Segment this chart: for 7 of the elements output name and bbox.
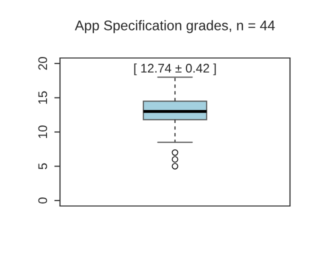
y-tick-label: 20 <box>38 57 48 70</box>
y-tick-label: 5 <box>38 163 48 170</box>
annotation: [ 12.74 ± 0.42 ] <box>134 63 216 76</box>
chart-title: App Specification grades, n = 44 <box>74 20 275 34</box>
y-tick-label: 10 <box>38 126 48 138</box>
y-tick-label: 15 <box>38 91 48 104</box>
y-tick-label: 0 <box>38 198 48 204</box>
